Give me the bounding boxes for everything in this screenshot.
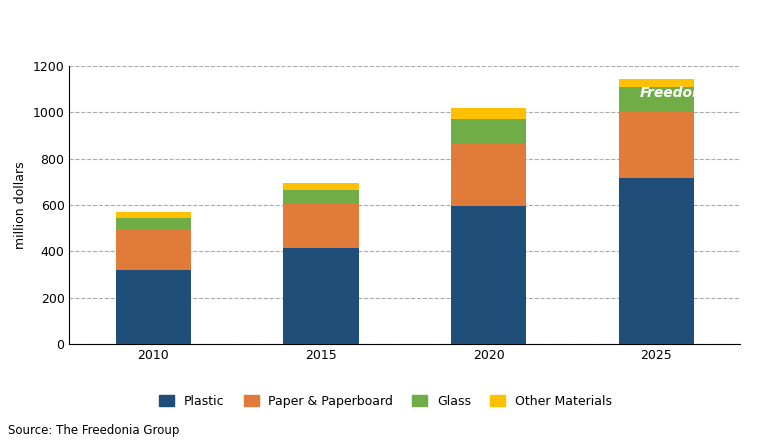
Bar bbox=[116, 218, 191, 229]
Bar bbox=[451, 144, 527, 206]
Bar bbox=[451, 108, 527, 120]
Text: Source: The Freedonia Group: Source: The Freedonia Group bbox=[8, 424, 179, 437]
Bar bbox=[618, 87, 694, 111]
Bar bbox=[451, 120, 527, 144]
Y-axis label: million dollars: million dollars bbox=[14, 161, 27, 249]
Text: Freedonia: Freedonia bbox=[640, 86, 717, 100]
Bar bbox=[116, 212, 191, 218]
Bar bbox=[618, 79, 694, 87]
Bar bbox=[283, 191, 359, 204]
Bar bbox=[283, 248, 359, 344]
Bar bbox=[451, 206, 527, 344]
Bar bbox=[618, 179, 694, 344]
Bar bbox=[618, 111, 694, 179]
Bar bbox=[116, 229, 191, 270]
Bar bbox=[283, 183, 359, 191]
Bar bbox=[116, 270, 191, 344]
Bar bbox=[283, 204, 359, 248]
Legend: Plastic, Paper & Paperboard, Glass, Other Materials: Plastic, Paper & Paperboard, Glass, Othe… bbox=[154, 390, 617, 413]
Text: Figure 3-3 | Spice, Dry Mix, & Extract Packaging Demand by Material, 2010 – 2025: Figure 3-3 | Spice, Dry Mix, & Extract P… bbox=[8, 20, 747, 33]
